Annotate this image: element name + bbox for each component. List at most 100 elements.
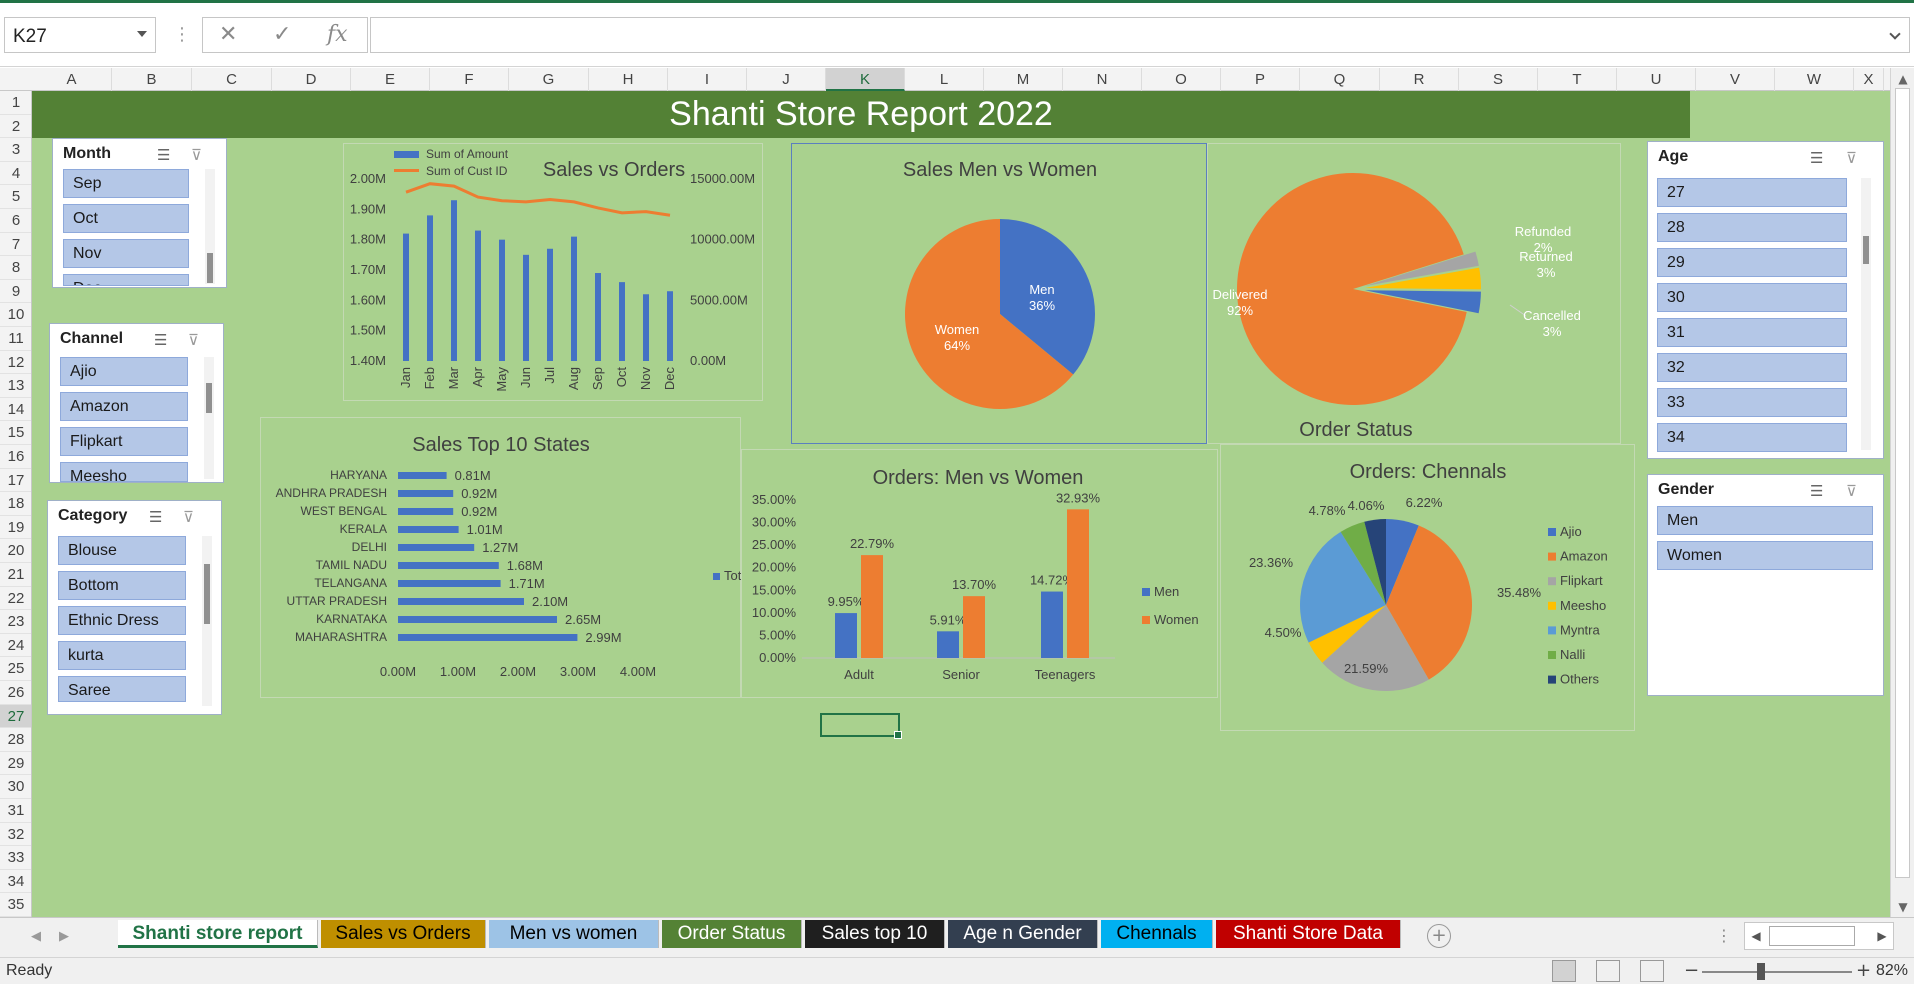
sheet-tab[interactable]: Chennals (1101, 920, 1213, 948)
column-header-k[interactable]: K (826, 68, 905, 91)
row-header-8[interactable]: 8 (0, 256, 32, 280)
row-header-31[interactable]: 31 (0, 799, 32, 823)
tab-prev-icon[interactable]: ◀ (28, 928, 44, 946)
slicer-item[interactable]: Dec (63, 274, 189, 286)
tab-next-icon[interactable]: ▶ (56, 928, 72, 946)
sheet-tab[interactable]: Age n Gender (948, 920, 1098, 948)
sheet-tab[interactable]: Sales vs Orders (321, 920, 486, 948)
zoom-in-icon[interactable]: + (1856, 960, 1871, 981)
column-header-j[interactable]: J (747, 68, 826, 91)
active-cell-k27[interactable] (820, 713, 900, 737)
sheet-grid[interactable]: Shanti Store Report 2022 Month ☰ ⊽ Sep O… (32, 91, 1890, 917)
slicer-item[interactable]: Men (1657, 506, 1873, 535)
scroll-down-icon[interactable]: ▼ (1896, 900, 1910, 914)
row-header-18[interactable]: 18 (0, 492, 32, 516)
orders-men-women-chart[interactable]: Orders: Men vs Women 35.00% 30.00% 25.00% 20… (741, 449, 1218, 698)
slicer-item[interactable]: Bottom (58, 571, 186, 600)
row-header-15[interactable]: 15 (0, 421, 32, 445)
multi-select-icon[interactable]: ☰ (1810, 150, 1830, 166)
column-header-p[interactable]: P (1221, 68, 1300, 91)
row-header-9[interactable]: 9 (0, 280, 32, 304)
zoom-slider-thumb[interactable] (1757, 963, 1765, 980)
row-header-10[interactable]: 10 (0, 303, 32, 327)
row-header-16[interactable]: 16 (0, 445, 32, 469)
row-header-32[interactable]: 32 (0, 823, 32, 847)
zoom-level[interactable]: 82% (1876, 962, 1908, 980)
formula-input[interactable] (370, 17, 1910, 53)
row-header-17[interactable]: 17 (0, 469, 32, 493)
sheet-tab[interactable]: Shanti store report (118, 920, 318, 948)
column-header-t[interactable]: T (1538, 68, 1617, 91)
row-header-24[interactable]: 24 (0, 634, 32, 658)
multi-select-icon[interactable]: ☰ (1810, 483, 1830, 499)
row-header-5[interactable]: 5 (0, 185, 32, 209)
row-header-2[interactable]: 2 (0, 115, 32, 139)
row-header-25[interactable]: 25 (0, 657, 32, 681)
slicer-scrollbar[interactable] (1861, 178, 1871, 450)
multi-select-icon[interactable]: ☰ (154, 332, 174, 348)
column-header-l[interactable]: L (905, 68, 984, 91)
column-header-v[interactable]: V (1696, 68, 1775, 91)
add-sheet-icon[interactable]: + (1427, 924, 1451, 948)
expand-formula-icon[interactable] (1889, 28, 1900, 39)
column-header-a[interactable]: A (32, 68, 112, 91)
row-header-6[interactable]: 6 (0, 209, 32, 233)
scroll-thumb[interactable] (1895, 88, 1910, 878)
slicer-item[interactable]: Ethnic Dress (58, 606, 186, 635)
order-status-chart[interactable]: Delivered 92% Refunded 2% Returned 3% Cancelle… (1207, 143, 1621, 444)
vertical-scrollbar[interactable]: ▲ ▼ (1890, 68, 1914, 917)
column-header-m[interactable]: M (984, 68, 1063, 91)
sheet-tab[interactable]: Sales top 10 (805, 920, 945, 948)
column-header-h[interactable]: H (589, 68, 668, 91)
slicer-item[interactable]: Flipkart (60, 427, 188, 456)
page-break-preview-icon[interactable] (1640, 960, 1664, 982)
slicer-item[interactable]: 27 (1657, 178, 1847, 207)
row-header-28[interactable]: 28 (0, 728, 32, 752)
slicer-item[interactable]: 29 (1657, 248, 1847, 277)
column-header-w[interactable]: W (1775, 68, 1854, 91)
row-header-11[interactable]: 11 (0, 327, 32, 351)
slicer-item[interactable]: Amazon (60, 392, 188, 421)
slicer-item[interactable]: 31 (1657, 318, 1847, 347)
slicer-item[interactable]: 32 (1657, 353, 1847, 382)
sales-top10-states-chart[interactable]: Sales Top 10 States HARYANA 0.81M ANDHRA PR… (260, 417, 741, 698)
horizontal-scrollbar[interactable]: ◀ ▶ (1744, 922, 1894, 950)
column-header-d[interactable]: D (272, 68, 351, 91)
clear-filter-icon[interactable]: ⊽ (191, 145, 213, 165)
zoom-slider[interactable] (1702, 971, 1852, 973)
row-header-33[interactable]: 33 (0, 846, 32, 870)
column-header-s[interactable]: S (1459, 68, 1538, 91)
slicer-scrollbar[interactable] (205, 169, 215, 284)
column-header-r[interactable]: R (1380, 68, 1459, 91)
multi-select-icon[interactable]: ☰ (149, 509, 169, 525)
page-layout-icon[interactable] (1596, 960, 1620, 982)
column-header-x[interactable]: X (1854, 68, 1884, 91)
slicer-item[interactable]: Blouse (58, 536, 186, 565)
slicer-item[interactable]: Sep (63, 169, 189, 198)
more-options-icon[interactable]: ⋮ (172, 23, 192, 47)
column-header-g[interactable]: G (509, 68, 589, 91)
clear-filter-icon[interactable]: ⊽ (188, 330, 210, 350)
slicer-scrollbar[interactable] (204, 357, 214, 479)
column-header-u[interactable]: U (1617, 68, 1696, 91)
insert-function-icon[interactable]: fx (327, 22, 348, 47)
row-header-1[interactable]: 1 (0, 91, 32, 115)
slicer-item[interactable]: Nov (63, 239, 189, 268)
slicer-item[interactable]: 28 (1657, 213, 1847, 242)
column-header-i[interactable]: I (668, 68, 747, 91)
slicer-scrollbar[interactable] (202, 536, 212, 706)
slicer-item[interactable]: Saree (58, 676, 186, 702)
scroll-up-icon[interactable]: ▲ (1896, 72, 1910, 86)
column-header-o[interactable]: O (1142, 68, 1221, 91)
cancel-icon[interactable]: ✕ (219, 22, 237, 47)
row-header-20[interactable]: 20 (0, 539, 32, 563)
row-header-13[interactable]: 13 (0, 374, 32, 398)
orders-channels-chart[interactable]: Orders: Chennals 6.22% 35.48% 21.59% 4.50% 23… (1220, 444, 1635, 731)
scroll-left-icon[interactable]: ◀ (1749, 929, 1763, 943)
clear-filter-icon[interactable]: ⊽ (183, 507, 205, 527)
name-box[interactable]: K27 (4, 17, 156, 53)
row-header-21[interactable]: 21 (0, 563, 32, 587)
row-header-27[interactable]: 27 (0, 705, 32, 729)
enter-icon[interactable]: ✓ (273, 22, 291, 47)
multi-select-icon[interactable]: ☰ (157, 147, 177, 163)
